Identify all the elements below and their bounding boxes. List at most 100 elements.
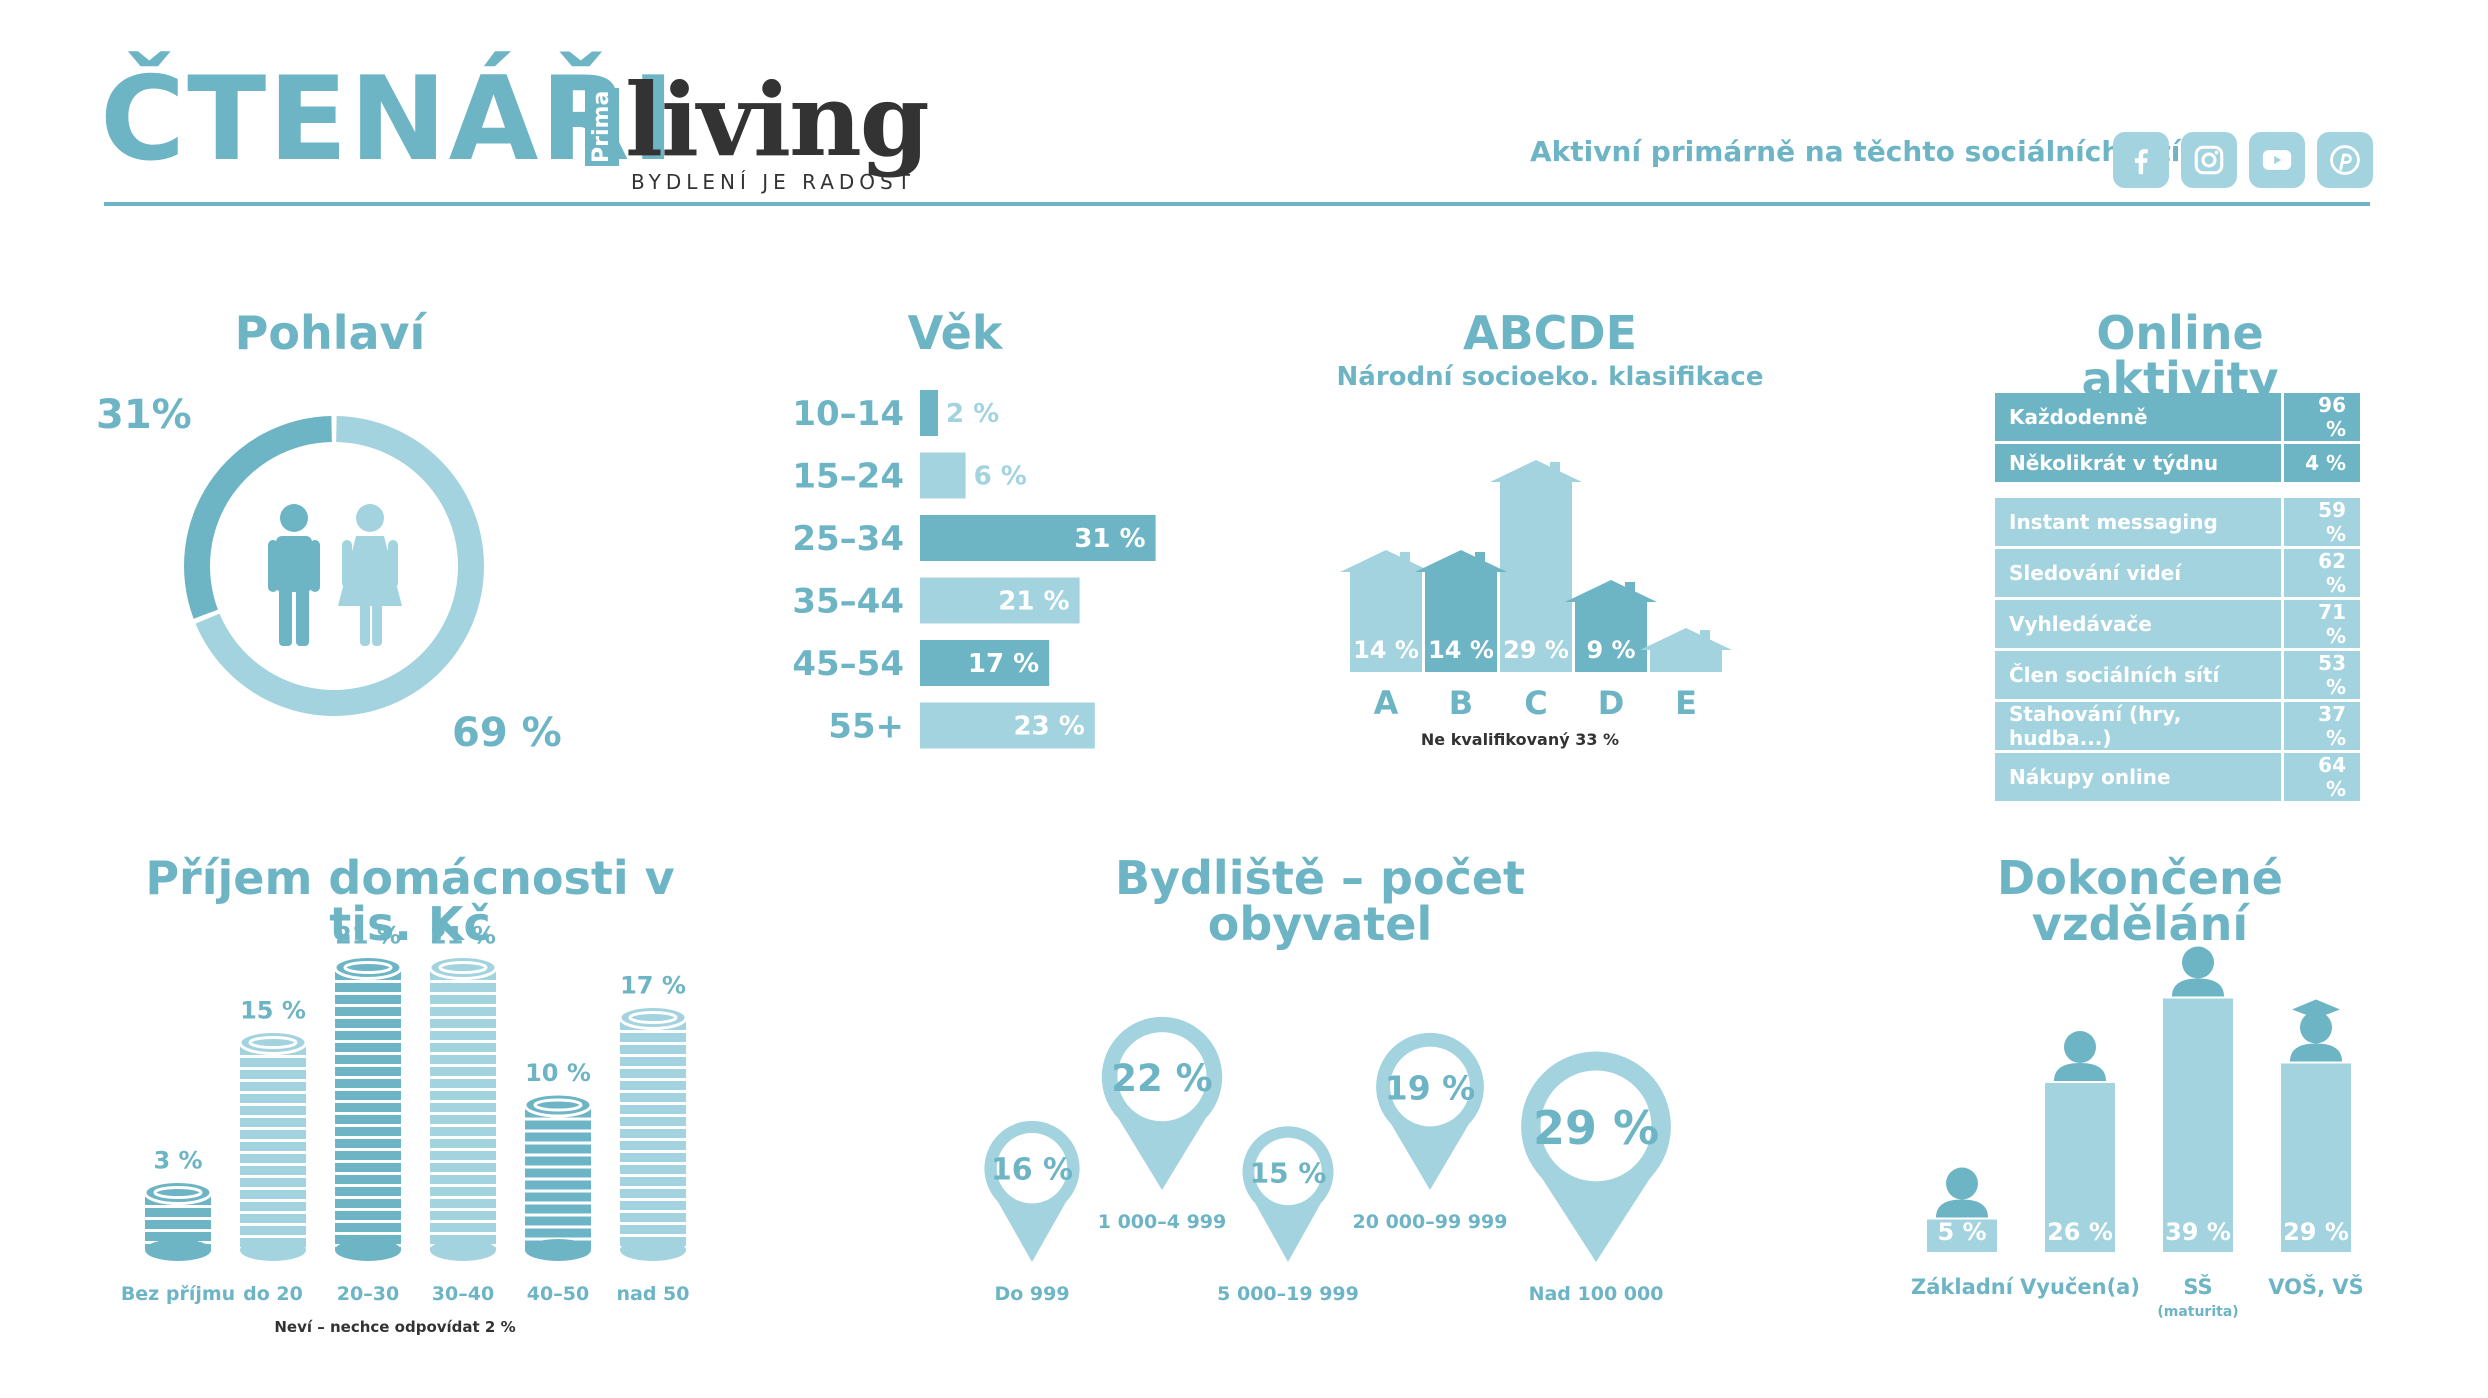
residence-category-label: 5 000–19 999 xyxy=(1217,1283,1359,1305)
house-bar xyxy=(1350,568,1422,672)
age-chart: 10–14 2 % 15–24 6 % 25–34 31 % 35–44 21 % 45–54 1… xyxy=(792,390,1156,749)
age-bar xyxy=(920,640,1050,686)
income-category-label: Bez příjmu xyxy=(121,1283,235,1305)
row-label: Člen sociálních sítí xyxy=(2009,663,2220,687)
row-label: Stahování (hry, hudba...) xyxy=(2009,702,2182,750)
coin-top-inner xyxy=(248,1036,298,1049)
income-value-label: 3 % xyxy=(153,1147,202,1175)
abcde-value-label: 9 % xyxy=(1586,636,1635,664)
income-value-label: 21 % xyxy=(335,922,401,950)
abcde-note: Ne kvalifikovaný 33 % xyxy=(1421,730,1619,749)
coin-stack xyxy=(335,967,401,1250)
logo-tagline: BYDLENÍ JE RADOST xyxy=(631,170,915,194)
residence-category-label: 1 000–4 999 xyxy=(1098,1211,1227,1233)
person-head-icon xyxy=(2182,946,2214,979)
age-category-label: 35–44 xyxy=(792,582,904,622)
education-value-label: 29 % xyxy=(2283,1218,2349,1246)
house-roof xyxy=(1565,580,1657,602)
income-category-label: nad 50 xyxy=(616,1283,689,1305)
social-label: Aktivní primárně na těchto sociálních sí… xyxy=(1530,135,2229,168)
coin-top-inner xyxy=(153,1186,203,1199)
table-row: Člen sociálních sítí 53 % xyxy=(1995,651,2360,699)
age-value-label: 17 % xyxy=(968,649,1039,679)
table-row: Vyhledávače 71 % xyxy=(1995,600,2360,648)
age-category-label: 10–14 xyxy=(792,394,904,434)
row-label: Instant messaging xyxy=(2009,510,2218,534)
coin-top xyxy=(238,1030,308,1055)
abcde-title: ABCDE xyxy=(1462,306,1638,360)
table-row: Každodenně 96 % xyxy=(1995,393,2360,441)
gender-label-women: 69 % xyxy=(452,710,562,756)
donut-slice-0 xyxy=(184,416,332,619)
row-value: 53 % xyxy=(2281,651,2360,699)
income-category-label: 20–30 xyxy=(337,1283,399,1305)
education-bar xyxy=(2163,998,2233,1252)
coin-top xyxy=(143,1180,213,1205)
row-value: 64 % xyxy=(2281,753,2360,801)
education-category-label: VOŠ, VŠ xyxy=(2268,1274,2364,1299)
residence-title: Bydliště – počet obyvatel xyxy=(1114,851,1526,951)
table-row: Nákupy online 64 % xyxy=(1995,753,2360,801)
table-row: Několikrát v týdnu 4 % xyxy=(1995,444,2360,482)
table-row: Instant messaging 59 % xyxy=(1995,498,2360,546)
age-category-label: 55+ xyxy=(828,707,904,747)
age-title: Věk xyxy=(907,306,1003,360)
income-value-label: 10 % xyxy=(525,1059,591,1087)
abcde-category-label: B xyxy=(1449,684,1473,722)
income-title: Příjem domácnosti v tis. Kč xyxy=(145,851,675,951)
age-bar xyxy=(920,515,1156,561)
income-chart: 3 % Bez příjmu 15 % do 20 21 % 20–30 21 % 30–40… xyxy=(121,922,690,1337)
social-icons xyxy=(2113,132,2373,188)
abcde-value-label: 29 % xyxy=(1503,636,1569,664)
house-chimney xyxy=(1400,552,1410,566)
residence-value-label: 15 % xyxy=(1250,1156,1327,1189)
education-category-label: Základní xyxy=(1911,1275,2015,1299)
coin-top-inner xyxy=(628,1011,678,1024)
row-value: 71 % xyxy=(2281,600,2360,648)
coin-stack xyxy=(620,1017,686,1250)
pin-inner xyxy=(1117,1032,1207,1122)
female-icon xyxy=(338,504,402,646)
instagram-icon[interactable] xyxy=(2181,132,2237,188)
age-category-label: 25–34 xyxy=(792,519,904,559)
residence-value-label: 29 % xyxy=(1533,1101,1659,1155)
income-value-label: 17 % xyxy=(620,972,686,1000)
house-chimney xyxy=(1550,462,1560,476)
abcde-value-label: 14 % xyxy=(1428,636,1494,664)
house-roof xyxy=(1340,550,1432,572)
coin-top xyxy=(618,1005,688,1030)
coin-top-inner xyxy=(438,961,488,974)
abcde-category-label: D xyxy=(1598,684,1625,722)
age-bar xyxy=(920,702,1095,749)
education-value-label: 39 % xyxy=(2165,1218,2231,1246)
coin-top-inner xyxy=(533,1098,583,1112)
income-value-label: 15 % xyxy=(240,997,306,1025)
age-category-label: 45–54 xyxy=(792,644,904,684)
coin-top xyxy=(428,955,498,980)
age-value-label: 23 % xyxy=(1014,712,1085,742)
house-chimney xyxy=(1625,582,1635,596)
education-title: Dokončené vzdělání xyxy=(1997,851,2283,951)
youtube-icon[interactable] xyxy=(2249,132,2305,188)
page-title: ČTENÁŘI xyxy=(100,52,677,187)
residence-category-label: Nad 100 000 xyxy=(1529,1283,1664,1305)
income-category-label: 40–50 xyxy=(527,1283,589,1305)
house-roof xyxy=(1640,628,1732,650)
online-table: Každodenně 96 % Několikrát v týdnu 4 % Ins… xyxy=(1995,390,2360,804)
education-value-label: 26 % xyxy=(2047,1218,2113,1246)
facebook-icon[interactable] xyxy=(2113,132,2169,188)
online-activities-table: Instant messaging 59 % Sledování videí 62 … xyxy=(1995,495,2360,804)
coin-bottom xyxy=(145,1239,211,1261)
person-body-icon xyxy=(2054,1063,2106,1081)
abcde-chart: 14 % A 29 % C 14 % B 9 % D 1 % E Ne kvalifikovaný … xyxy=(1340,460,1732,749)
table-row: Stahování (hry, hudba...) 37 % xyxy=(1995,702,2360,750)
pin-inner xyxy=(1390,1046,1470,1127)
education-sublabel: (maturita) xyxy=(2157,1304,2238,1320)
coin-top xyxy=(523,1092,593,1118)
pinterest-icon[interactable] xyxy=(2317,132,2373,188)
abcde-category-label: E xyxy=(1675,684,1697,722)
age-category-label: 15–24 xyxy=(792,457,904,497)
gender-label-men: 31% xyxy=(96,392,192,438)
row-label: Nákupy online xyxy=(2009,765,2171,789)
gender-donut xyxy=(184,416,485,716)
